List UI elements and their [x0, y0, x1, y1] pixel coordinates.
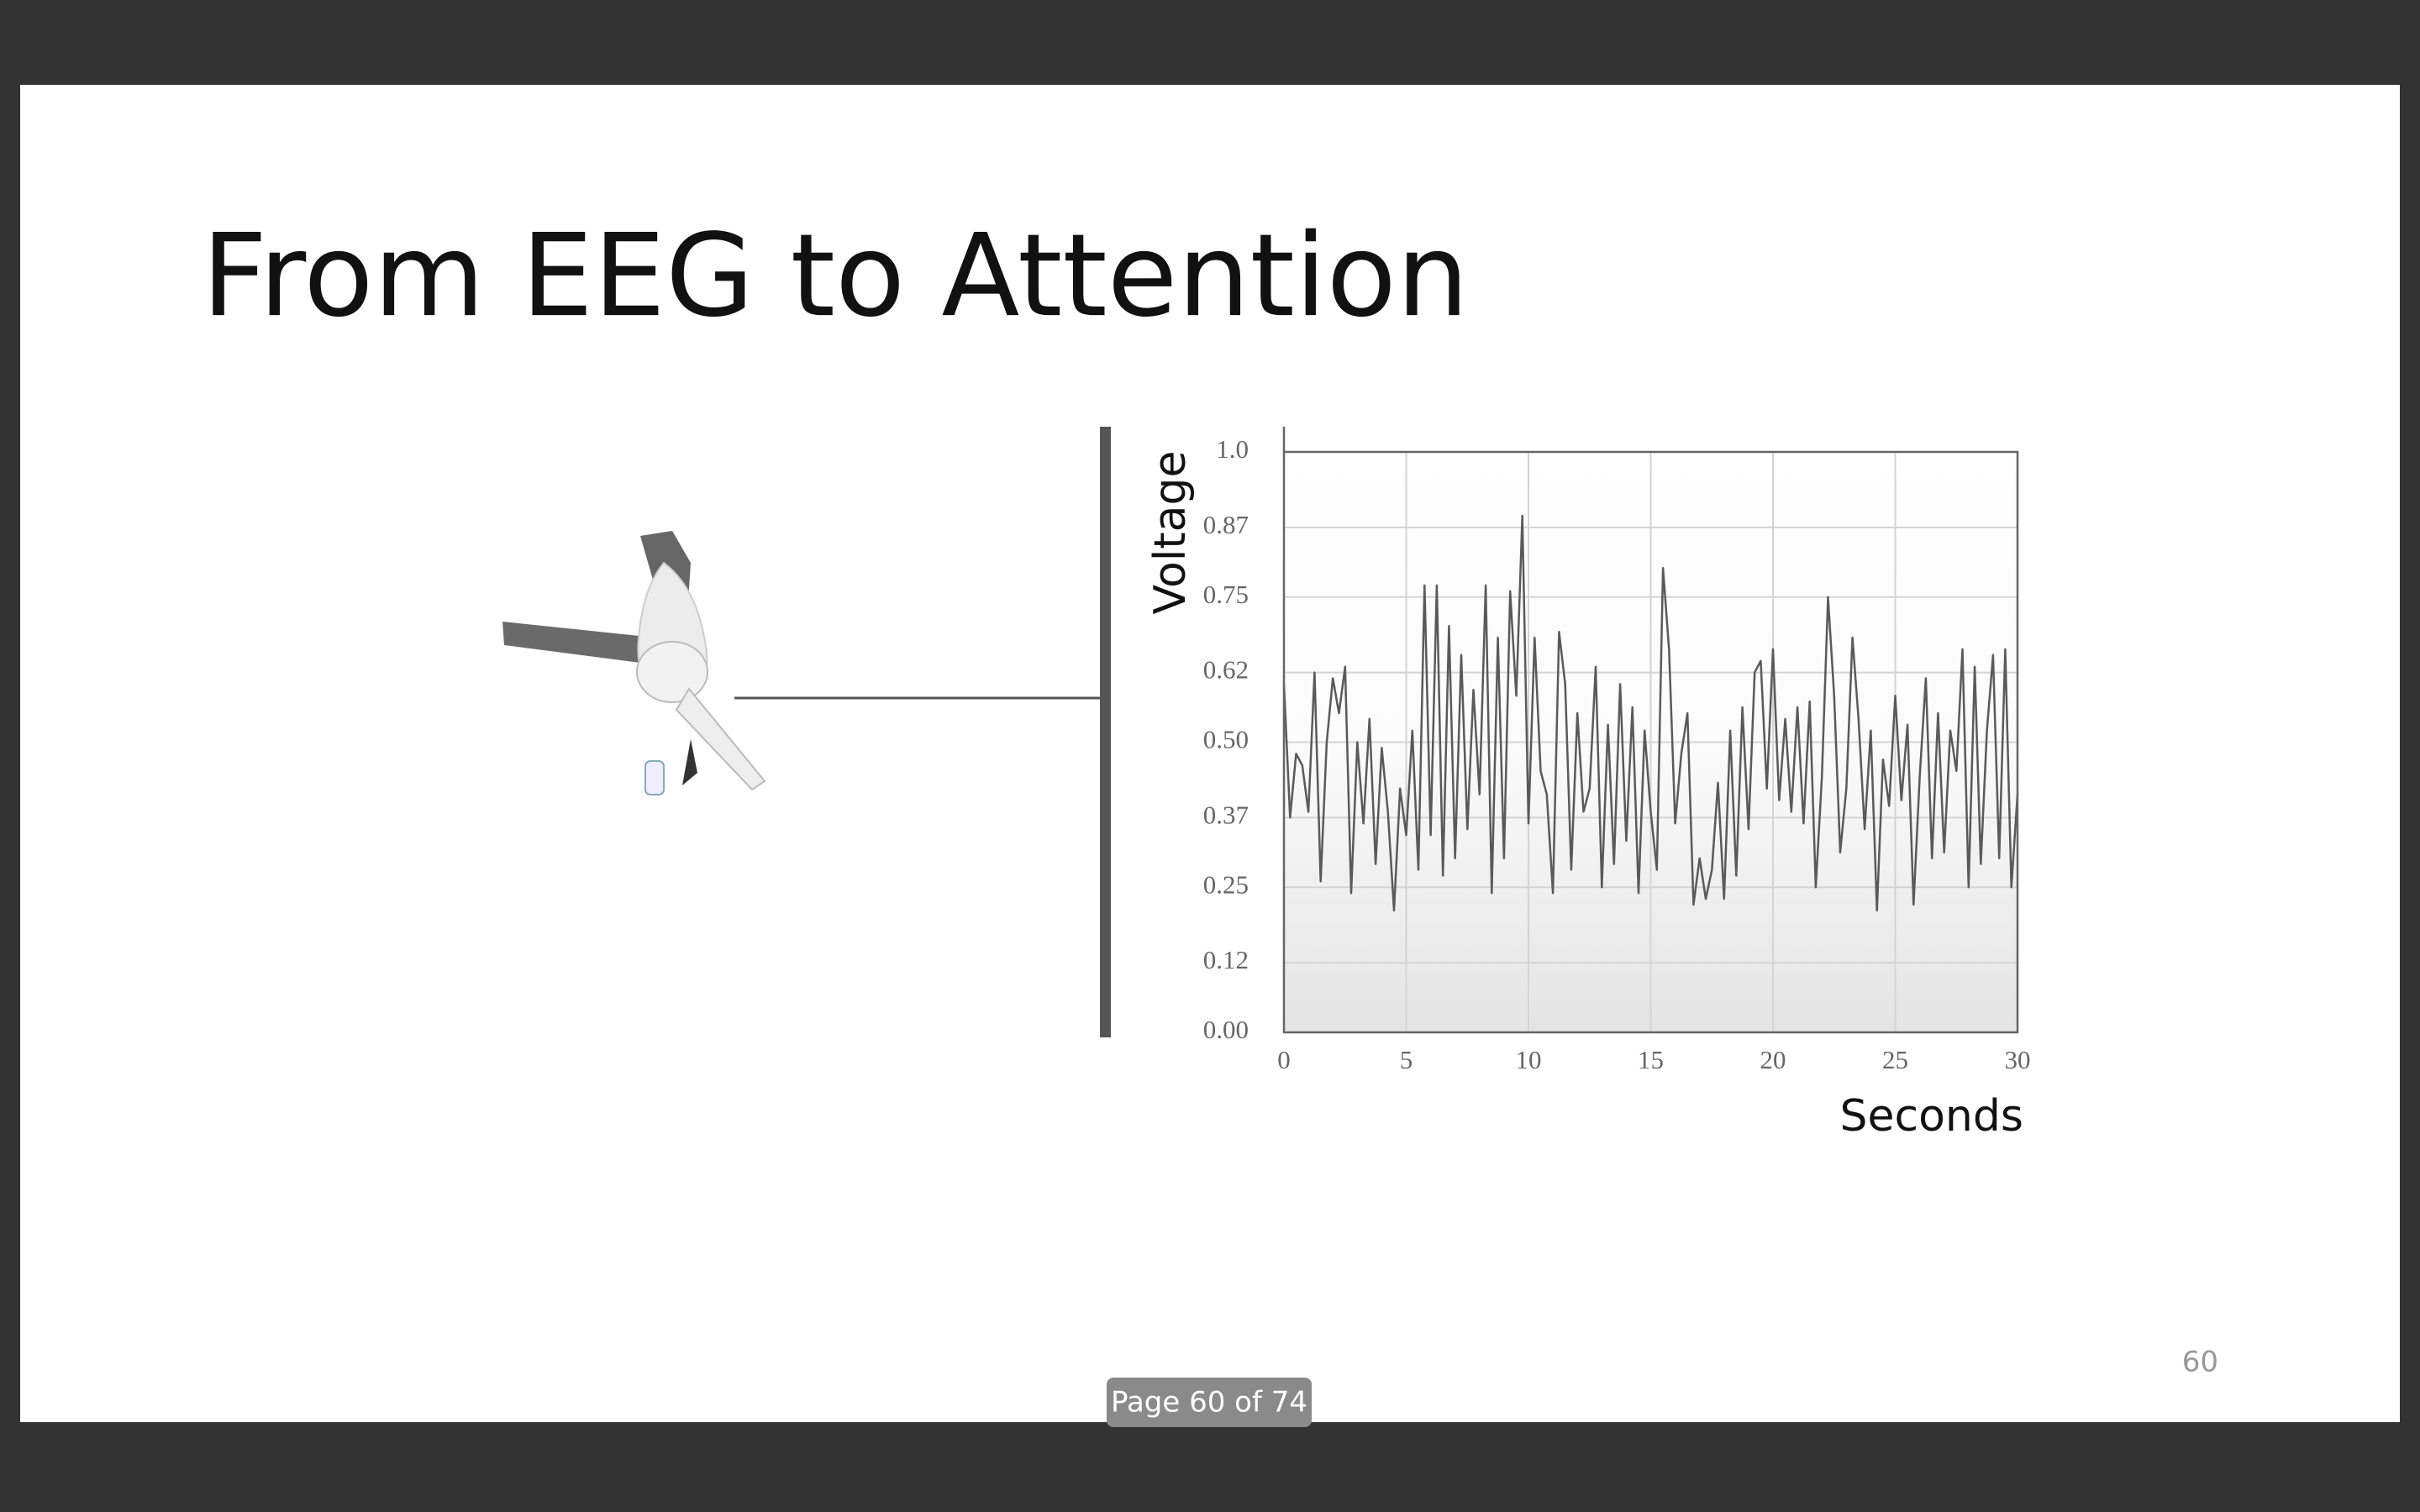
y-tick-label: 1.0	[1216, 434, 1249, 464]
x-axis-label: Seconds	[1840, 1091, 2023, 1142]
x-tick-label: 30	[2005, 1045, 2031, 1074]
y-tick-label: 0.00	[1203, 1015, 1249, 1044]
x-tick-label: 0	[1277, 1045, 1291, 1074]
x-tick-label: 20	[1760, 1045, 1786, 1074]
x-tick-label: 15	[1638, 1045, 1664, 1074]
separator-bar	[1100, 427, 1111, 1037]
plot-frame	[1282, 450, 2019, 1034]
y-axis-label: Voltage	[1145, 450, 1196, 614]
y-tick-label: 0.87	[1203, 510, 1249, 539]
slide-title: From EEG to Attention	[202, 210, 1469, 343]
x-tick-label: 10	[1516, 1045, 1542, 1074]
y-tick-label: 0.50	[1203, 725, 1249, 754]
slide-number: 60	[2182, 1346, 2218, 1379]
y-tick-label: 0.12	[1203, 945, 1249, 974]
headset-image	[502, 531, 766, 795]
x-tick-label: 5	[1400, 1045, 1413, 1074]
y-tick-label: 0.37	[1203, 800, 1249, 829]
data-line	[1282, 514, 2019, 912]
y-tick-label: 0.25	[1203, 869, 1249, 899]
x-tick-label: 25	[1882, 1045, 1908, 1074]
page-indicator-badge	[1107, 1378, 1312, 1427]
page-indicator: Page 60 of 74	[1111, 1386, 1307, 1420]
y-tick-label: 0.75	[1203, 580, 1249, 609]
y-tick-label: 0.62	[1203, 655, 1249, 685]
